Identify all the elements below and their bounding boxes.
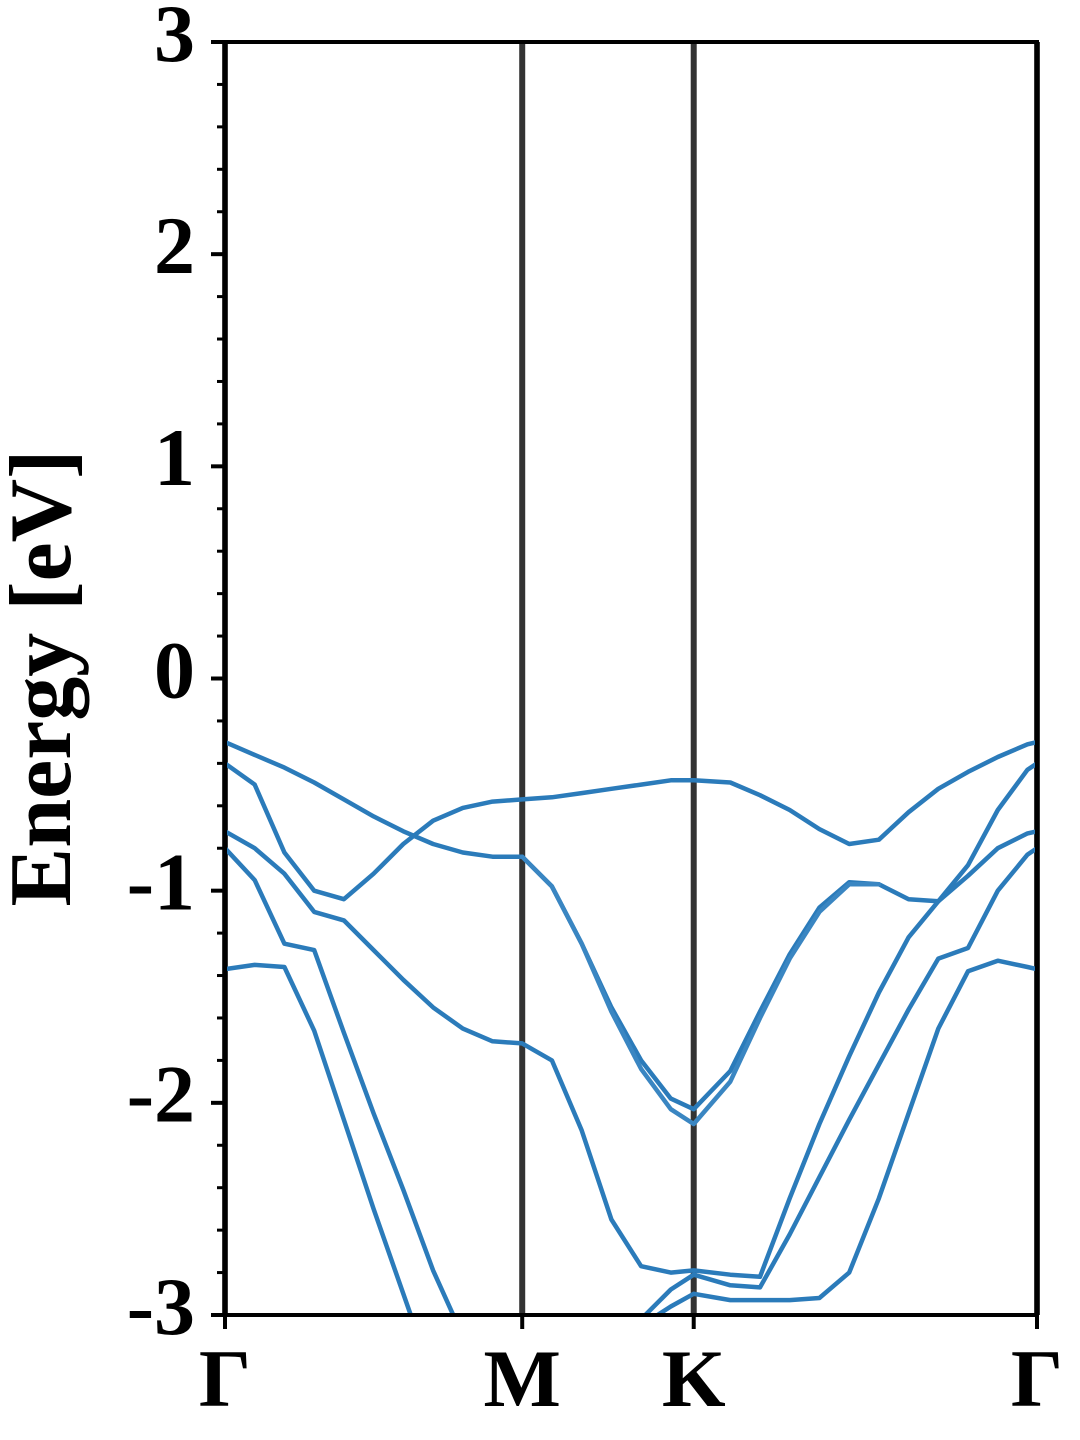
x-tick-label: Γ [199, 1333, 251, 1424]
band-line [225, 829, 1037, 1280]
x-tick-label: M [484, 1333, 561, 1424]
band-line [225, 739, 1037, 902]
y-tick-label: 2 [154, 200, 195, 291]
x-tick-label: Γ [1011, 1333, 1063, 1424]
y-tick-label: -3 [127, 1261, 195, 1352]
x-tick-label: K [662, 1333, 726, 1424]
band-line [225, 739, 1037, 1112]
band-line [225, 845, 1037, 1315]
y-axis-label: Energy [eV] [0, 450, 90, 907]
y-tick-label: -2 [127, 1049, 195, 1140]
band-line [225, 845, 1037, 1315]
y-tick-label: 3 [154, 0, 195, 79]
band-line [519, 854, 882, 1127]
plot-frame [223, 40, 1039, 1317]
y-tick-label: 1 [154, 412, 195, 503]
y-tick-label: 0 [154, 624, 195, 715]
y-tick-label: -1 [127, 836, 195, 927]
plot-area [225, 739, 1037, 1315]
